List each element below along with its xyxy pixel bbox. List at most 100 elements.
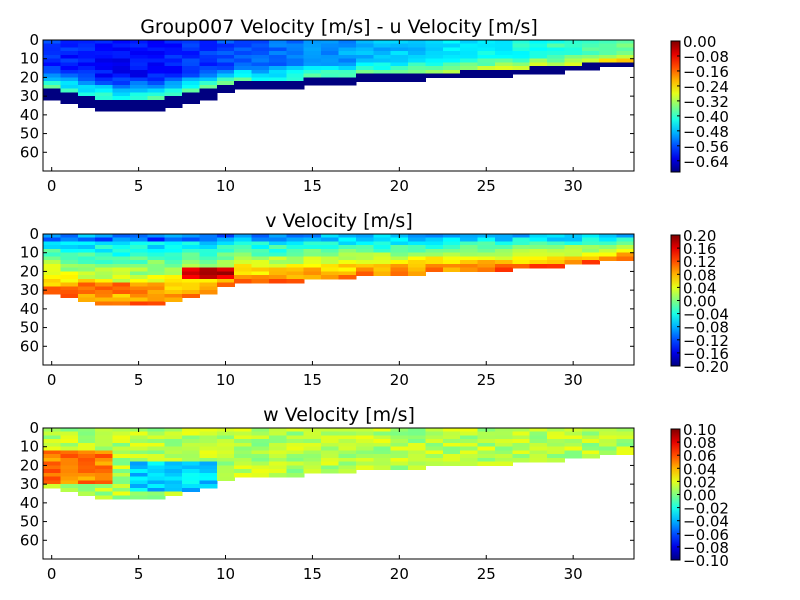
heatmap-cell <box>77 84 96 90</box>
heatmap-cell <box>512 58 531 64</box>
heatmap-cell <box>164 472 183 478</box>
heatmap-cell <box>547 446 566 452</box>
heatmap-cell <box>129 84 148 90</box>
heatmap-cell <box>494 428 513 433</box>
heatmap-cell <box>77 62 96 67</box>
heatmap-cell <box>199 234 218 239</box>
heatmap-cell <box>43 290 61 295</box>
heatmap-cell <box>494 234 513 239</box>
heatmap-cell <box>43 73 61 79</box>
heatmap-cell <box>60 472 79 478</box>
heatmap-cell <box>564 439 583 444</box>
heatmap-cell <box>390 454 409 459</box>
heatmap-cell <box>43 252 61 258</box>
heatmap-cell <box>129 293 148 299</box>
heatmap-cell <box>286 450 305 455</box>
heatmap-cell <box>164 241 183 246</box>
heatmap-cell <box>43 278 61 284</box>
heatmap-cell <box>390 431 409 437</box>
heatmap-cell <box>529 428 548 433</box>
heatmap-cell <box>321 66 340 71</box>
heatmap-cell <box>286 43 305 49</box>
heatmap-cell <box>43 476 61 481</box>
heatmap-cell <box>494 248 513 254</box>
heatmap-cell <box>442 454 461 459</box>
heatmap-cell <box>512 51 531 56</box>
heatmap-cell <box>182 428 201 433</box>
heatmap-cell <box>182 431 201 437</box>
heatmap-cell <box>581 248 600 254</box>
x-tick-label: 20 <box>390 565 409 583</box>
heatmap-cell <box>286 248 305 254</box>
heatmap-cell <box>199 88 218 93</box>
heatmap-cell <box>547 457 566 463</box>
heatmap-cell <box>199 446 218 452</box>
heatmap-cell <box>390 465 409 470</box>
heatmap-cell <box>95 484 114 489</box>
heatmap-cell <box>616 241 635 246</box>
heatmap-cell <box>442 256 461 261</box>
x-tick-label: 10 <box>216 177 235 195</box>
heatmap-cell <box>338 237 357 243</box>
heatmap-cell <box>512 69 531 75</box>
heatmap-cell <box>251 275 270 280</box>
heatmap-cell <box>234 431 253 437</box>
heatmap-cell <box>425 62 444 67</box>
x-tick-label: 15 <box>303 565 322 583</box>
heatmap-cell <box>338 62 357 67</box>
heatmap-cell <box>164 47 183 52</box>
heatmap-cell <box>529 43 548 49</box>
heatmap-cell <box>112 487 131 493</box>
colorbar-tick-label: −0.08 <box>683 539 729 557</box>
heatmap-cell <box>182 469 201 474</box>
heatmap-cell <box>373 271 392 276</box>
heatmap-cell <box>268 465 287 470</box>
heatmap-cell <box>112 293 131 299</box>
heatmap-cell <box>182 472 201 478</box>
y-tick-label: 60 <box>20 337 39 355</box>
heatmap-cell <box>95 99 114 105</box>
heatmap-cell <box>303 454 322 459</box>
heatmap-cell <box>425 237 444 243</box>
heatmap-cell <box>199 263 218 269</box>
heatmap-cell <box>355 58 374 64</box>
heatmap-cell <box>355 252 374 258</box>
heatmap-cell <box>286 245 305 250</box>
heatmap-cell <box>442 40 461 45</box>
heatmap-cell <box>529 69 548 75</box>
heatmap-cell <box>77 428 96 433</box>
heatmap-cell <box>547 431 566 437</box>
heatmap-cell <box>425 40 444 45</box>
heatmap-cell <box>408 431 427 437</box>
heatmap-cell <box>408 267 427 273</box>
heatmap-cell <box>442 69 461 75</box>
heatmap-cell <box>616 54 635 60</box>
heatmap-cell <box>251 81 270 86</box>
heatmap-cell <box>182 54 201 60</box>
heatmap-cell <box>599 47 618 52</box>
heatmap-cell <box>564 58 583 64</box>
heatmap-cell <box>529 58 548 64</box>
heatmap-cell <box>373 446 392 452</box>
heatmap-cell <box>77 457 96 463</box>
heatmap-cell <box>286 252 305 258</box>
heatmap-cell <box>442 66 461 71</box>
heatmap-cell <box>355 69 374 75</box>
heatmap-cell <box>199 439 218 444</box>
heatmap-cell <box>616 450 635 455</box>
heatmap-cell <box>338 256 357 261</box>
heatmap-cell <box>547 428 566 433</box>
heatmap-cell <box>216 69 235 75</box>
heatmap-cell <box>216 271 235 276</box>
heatmap-cell <box>321 47 340 52</box>
heatmap-cell <box>216 431 235 437</box>
heatmap-cell <box>303 457 322 463</box>
heatmap-cell <box>425 431 444 437</box>
heatmap-cell <box>494 454 513 459</box>
heatmap-cell <box>390 461 409 467</box>
heatmap-cell <box>477 263 496 269</box>
heatmap-cell <box>216 241 235 246</box>
heatmap-cell <box>460 69 479 75</box>
heatmap-cell <box>564 442 583 448</box>
heatmap-cell <box>442 234 461 239</box>
